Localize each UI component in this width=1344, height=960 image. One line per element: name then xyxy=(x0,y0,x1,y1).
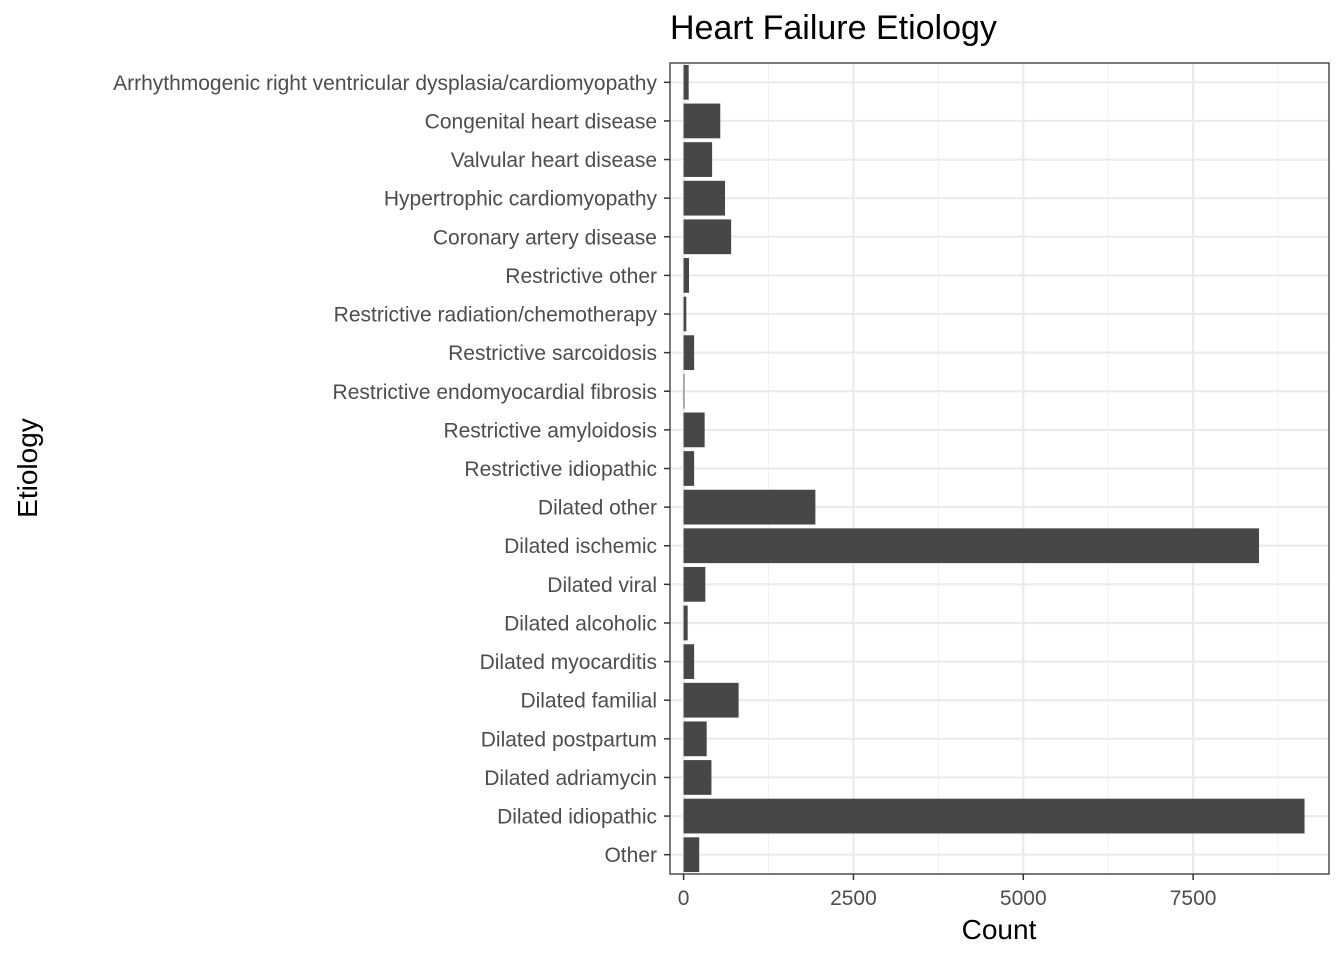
x-tick-label: 5000 xyxy=(1000,887,1047,910)
bar xyxy=(683,605,688,641)
x-tick-label: 7500 xyxy=(1170,887,1217,910)
bar xyxy=(683,142,713,177)
y-tick-label: Dilated viral xyxy=(547,574,657,597)
x-tick-label: 2500 xyxy=(830,887,877,910)
bar xyxy=(683,258,690,293)
bar xyxy=(683,644,695,679)
y-tick-label: Dilated adriamycin xyxy=(484,767,657,790)
y-tick-label: Congenital heart disease xyxy=(425,110,657,133)
bar xyxy=(683,682,739,718)
bar xyxy=(683,760,712,795)
y-tick-label: Dilated postpartum xyxy=(481,728,657,751)
y-tick-label: Dilated alcoholic xyxy=(504,612,657,635)
x-tick-label: 0 xyxy=(678,887,690,910)
bar xyxy=(683,837,700,873)
y-tick-label: Other xyxy=(604,844,657,867)
bar xyxy=(683,296,687,332)
bar xyxy=(683,489,816,525)
y-tick-label: Arrhythmogenic right ventricular dysplas… xyxy=(113,72,657,95)
axes-group: Arrhythmogenic right ventricular dysplas… xyxy=(113,72,1216,910)
y-tick-label: Restrictive sarcoidosis xyxy=(448,342,657,365)
chart-title: Heart Failure Etiology xyxy=(670,9,997,47)
x-axis-title: Count xyxy=(962,914,1037,945)
bar xyxy=(683,412,705,448)
y-tick-label: Dilated idiopathic xyxy=(497,806,657,829)
y-tick-label: Dilated ischemic xyxy=(504,535,657,558)
y-axis-title: Etiology xyxy=(12,418,43,518)
bars-group xyxy=(683,64,1305,873)
y-tick-label: Restrictive endomyocardial fibrosis xyxy=(333,381,657,404)
bar xyxy=(683,451,695,486)
bar xyxy=(683,180,726,216)
y-tick-label: Dilated familial xyxy=(520,690,657,713)
y-tick-label: Restrictive radiation/chemotherapy xyxy=(334,304,658,327)
bar xyxy=(683,566,706,602)
y-tick-label: Coronary artery disease xyxy=(433,226,657,249)
bar xyxy=(683,528,1260,564)
bar xyxy=(683,373,685,409)
bar xyxy=(683,721,707,757)
y-tick-label: Restrictive idiopathic xyxy=(464,458,657,481)
y-tick-label: Valvular heart disease xyxy=(451,149,657,172)
y-tick-label: Restrictive amyloidosis xyxy=(443,419,657,442)
y-tick-label: Hypertrophic cardiomyopathy xyxy=(384,188,658,211)
bar xyxy=(683,103,721,139)
bar xyxy=(683,64,689,100)
bar xyxy=(683,219,732,255)
plot-panel xyxy=(670,63,1329,874)
bar xyxy=(683,798,1305,834)
y-tick-label: Restrictive other xyxy=(505,265,657,288)
y-tick-label: Dilated other xyxy=(538,497,657,520)
bar xyxy=(683,335,695,371)
y-tick-label: Dilated myocarditis xyxy=(480,651,657,674)
